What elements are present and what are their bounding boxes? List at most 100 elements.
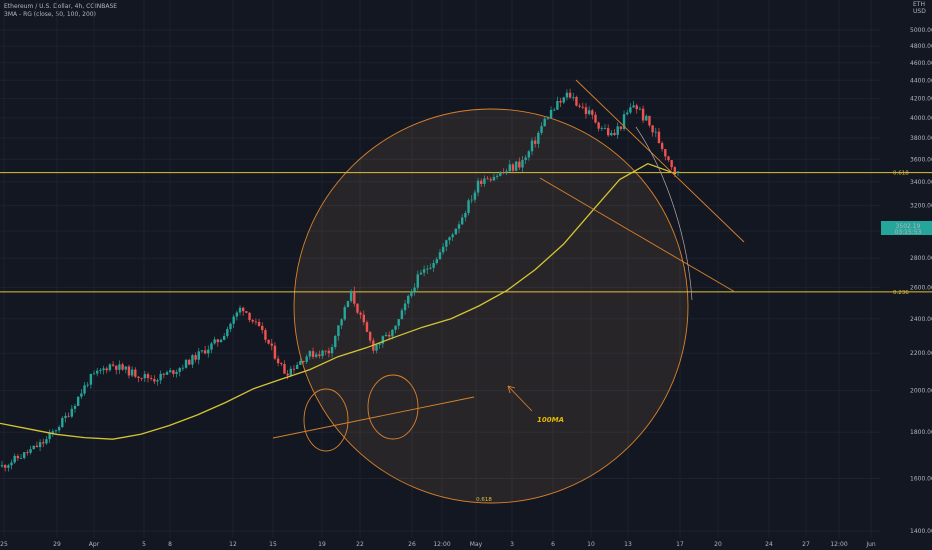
candle-body — [76, 396, 80, 406]
candle-body — [261, 325, 264, 331]
candle-body — [356, 303, 359, 313]
currency-label-line2: USD — [913, 8, 926, 15]
candle-body — [108, 364, 112, 371]
time-tick-label: 24 — [765, 541, 773, 548]
candle-body — [340, 319, 343, 326]
upper-channel-line — [575, 79, 745, 243]
candle-body — [438, 252, 442, 260]
candle-body — [407, 295, 410, 304]
candle-body — [197, 351, 200, 360]
candle-body — [632, 105, 635, 108]
candle-body — [460, 217, 464, 225]
price-tick-label: 2800.00 — [910, 255, 932, 262]
candle-body — [518, 161, 521, 168]
time-tick-label: 10 — [587, 541, 595, 548]
candle-body — [403, 303, 407, 311]
candle-body — [670, 160, 673, 168]
candle-body — [130, 369, 134, 376]
fib-level-label: 0.618 — [893, 171, 909, 177]
indicator-legend: 3MA - RG (close, 50, 100, 200) — [4, 11, 96, 18]
candle-body — [448, 237, 451, 241]
ma-arrow-head — [507, 385, 516, 394]
time-tick-label: 15 — [269, 541, 277, 548]
candle-body — [235, 312, 239, 317]
time-tick-label: 27 — [802, 541, 810, 548]
candle-body — [394, 325, 397, 330]
candle-body — [537, 132, 540, 144]
candle-body — [575, 96, 578, 106]
candle-body — [172, 370, 175, 374]
candle-body — [410, 291, 413, 296]
candle-body — [645, 115, 648, 121]
price-tick-label: 3800.00 — [910, 135, 932, 142]
candle-body — [257, 321, 261, 326]
time-tick-label: Jun — [865, 541, 876, 548]
candle-body — [641, 108, 645, 121]
candle-body — [92, 373, 96, 375]
candle-body — [378, 343, 381, 345]
time-tick-label: 29 — [53, 541, 61, 548]
candle-body — [616, 126, 619, 135]
candle-body — [426, 268, 429, 270]
candle-body — [457, 224, 461, 229]
candle-body — [613, 132, 616, 135]
time-tick-label: 13 — [624, 541, 632, 548]
candle-body — [267, 339, 270, 344]
candle-body — [660, 143, 664, 150]
time-tick-label: 12 — [229, 541, 237, 548]
candle-body — [543, 118, 546, 127]
candle-body — [140, 378, 143, 379]
candle-body — [540, 126, 543, 133]
candle-body — [200, 350, 204, 352]
candle-body — [251, 320, 254, 322]
candle-body — [387, 334, 391, 337]
candle-body — [530, 140, 534, 152]
candle-body — [600, 128, 604, 129]
candle-body — [334, 336, 337, 348]
time-tick-label: 20 — [714, 541, 722, 548]
support-trendline — [272, 396, 475, 439]
candle-body — [591, 110, 594, 115]
price-tick-label: 4800.00 — [910, 43, 932, 50]
candle-body — [635, 105, 638, 110]
candle-body — [626, 112, 629, 115]
candle-body — [400, 310, 404, 320]
candle-body — [3, 465, 7, 468]
time-axis: 25 29 Apr 5 8 12 15 19 22 26 12:00 May 3 6 10 13 17 20 24 2… — [0, 541, 876, 548]
candle-body — [10, 462, 13, 466]
candle-body — [238, 307, 242, 313]
candle-body — [105, 368, 108, 371]
time-tick-label: 12:00 — [830, 541, 847, 548]
price-tick-label: 4200.00 — [910, 96, 932, 103]
circle-bottom-label: 0.618 — [476, 497, 492, 503]
time-tick-label: 8 — [168, 541, 172, 548]
highlight-ellipse-1 — [303, 388, 349, 452]
candle-body — [397, 319, 400, 326]
candle-body — [29, 449, 32, 453]
candle-body — [124, 366, 127, 370]
candle-body — [165, 372, 169, 375]
price-tick-label: 1400.00 — [910, 528, 932, 535]
candle-body — [568, 92, 572, 98]
candle-body — [305, 356, 308, 362]
candle-body — [578, 105, 581, 107]
candle-body — [245, 311, 248, 313]
candle-body — [314, 354, 318, 357]
candle-body — [362, 314, 366, 323]
candle-body — [292, 368, 296, 370]
candle-body — [505, 171, 508, 173]
candle-body — [467, 200, 470, 214]
candle-body — [89, 374, 93, 385]
grid — [0, 0, 880, 538]
candle-body — [353, 291, 356, 304]
candle-body — [473, 192, 477, 200]
candle-body — [232, 316, 235, 324]
candle-body — [648, 115, 651, 126]
candle-body — [486, 178, 489, 180]
candle-body — [502, 172, 505, 173]
arc-curve — [635, 126, 693, 301]
candle-body — [222, 335, 226, 340]
candle-body — [38, 442, 42, 448]
